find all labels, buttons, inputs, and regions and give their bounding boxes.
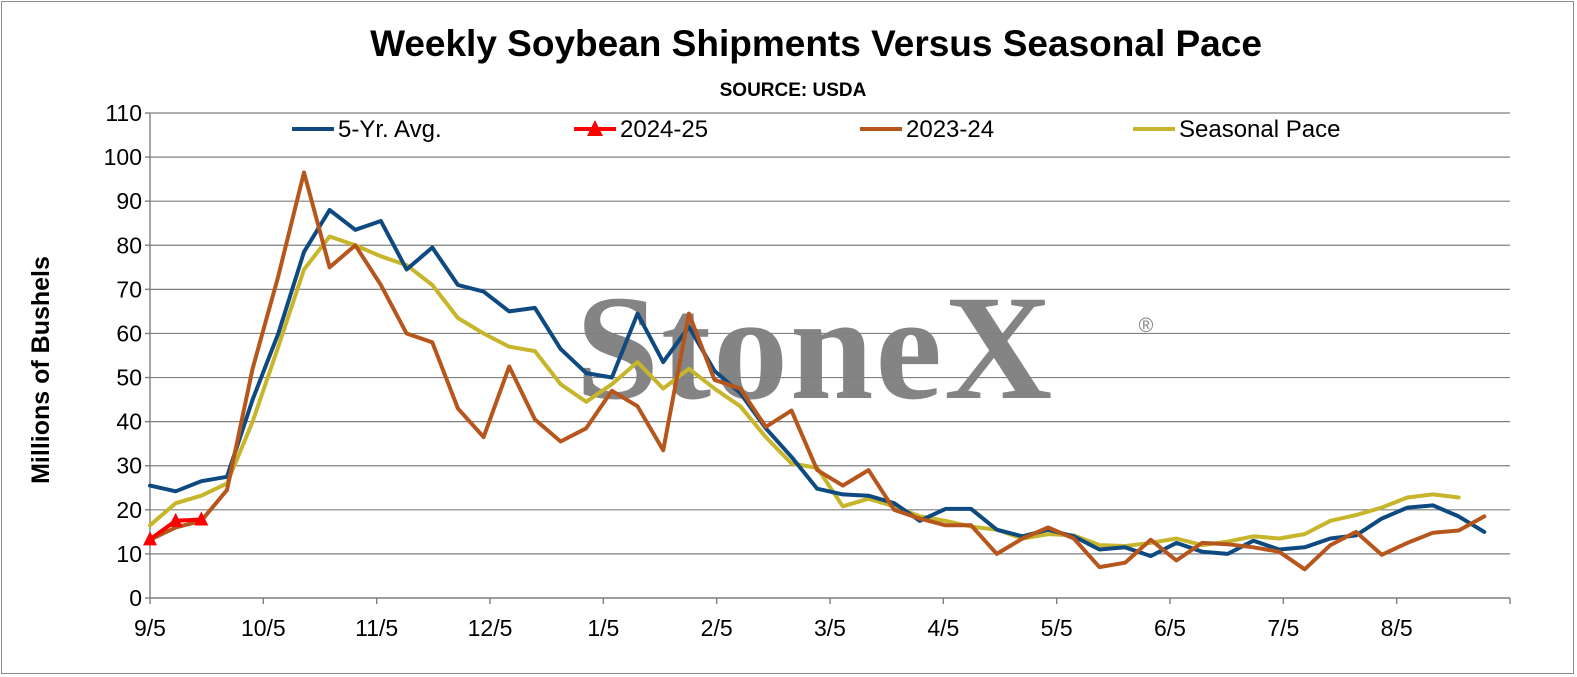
data-point-marker	[194, 511, 209, 526]
x-tick-label: 8/5	[1381, 615, 1413, 641]
chart-subtitle: SOURCE: USDA	[720, 80, 867, 101]
x-tick-label: 11/5	[355, 615, 398, 641]
x-tick-label: 6/5	[1154, 615, 1186, 641]
series-line-5-yr-avg-	[148, 208, 1487, 559]
legend-marker	[587, 120, 603, 136]
y-tick-label: 110	[105, 100, 142, 126]
legend-label: 2024-25	[620, 116, 708, 143]
y-tick-label: 60	[116, 320, 142, 346]
y-tick-label: 10	[116, 541, 142, 567]
data-point-marker	[143, 531, 157, 546]
y-tick-label: 80	[116, 232, 142, 258]
y-tick-label: 70	[116, 276, 142, 302]
x-tick-label: 5/5	[1041, 615, 1073, 641]
watermark-registered-mark: ®	[1139, 315, 1154, 337]
y-axis-tick-labels: 0 10 20 30 40 50 60 70 80 90 100 110	[104, 100, 142, 611]
x-tick-label: 10/5	[241, 615, 286, 641]
axes	[145, 112, 1511, 604]
x-tick-label: 3/5	[814, 615, 846, 641]
y-tick-label: 0	[129, 585, 142, 611]
y-tick-label: 20	[116, 497, 142, 523]
x-tick-label: 1/5	[587, 615, 619, 641]
x-tick-label: 4/5	[927, 615, 959, 641]
data-point-marker	[168, 512, 183, 527]
x-tick-label: 9/5	[134, 615, 166, 641]
y-tick-label: 50	[116, 365, 142, 391]
x-axis-tick-labels: 9/5 10/5 11/5 12/5 1/5 2/5 3/5 4/5 5/5 6/5 7/5 8/5	[134, 615, 1413, 641]
y-tick-label: 100	[104, 144, 142, 170]
y-tick-label: 90	[116, 188, 142, 214]
legend-label: 5-Yr. Avg.	[338, 116, 442, 143]
y-axis-label: Millions of Bushels	[27, 256, 55, 484]
gridlines	[150, 112, 1510, 555]
series-line-2023-24	[148, 170, 1487, 572]
y-tick-label: 40	[116, 409, 142, 435]
legend-label: Seasonal Pace	[1179, 116, 1340, 143]
series-lines	[143, 170, 1487, 572]
legend: 5-Yr. Avg. 2024-25 2023-24 Seasonal Pace	[292, 116, 1340, 143]
legend-label: 2023-24	[906, 116, 994, 143]
x-tick-label: 2/5	[701, 615, 733, 641]
x-tick-label: 12/5	[468, 615, 513, 641]
y-tick-label: 30	[116, 453, 142, 479]
chart-title: Weekly Soybean Shipments Versus Seasonal…	[370, 23, 1262, 64]
series-line-seasonal-pace	[148, 234, 1461, 548]
x-tick-label: 7/5	[1267, 615, 1299, 641]
